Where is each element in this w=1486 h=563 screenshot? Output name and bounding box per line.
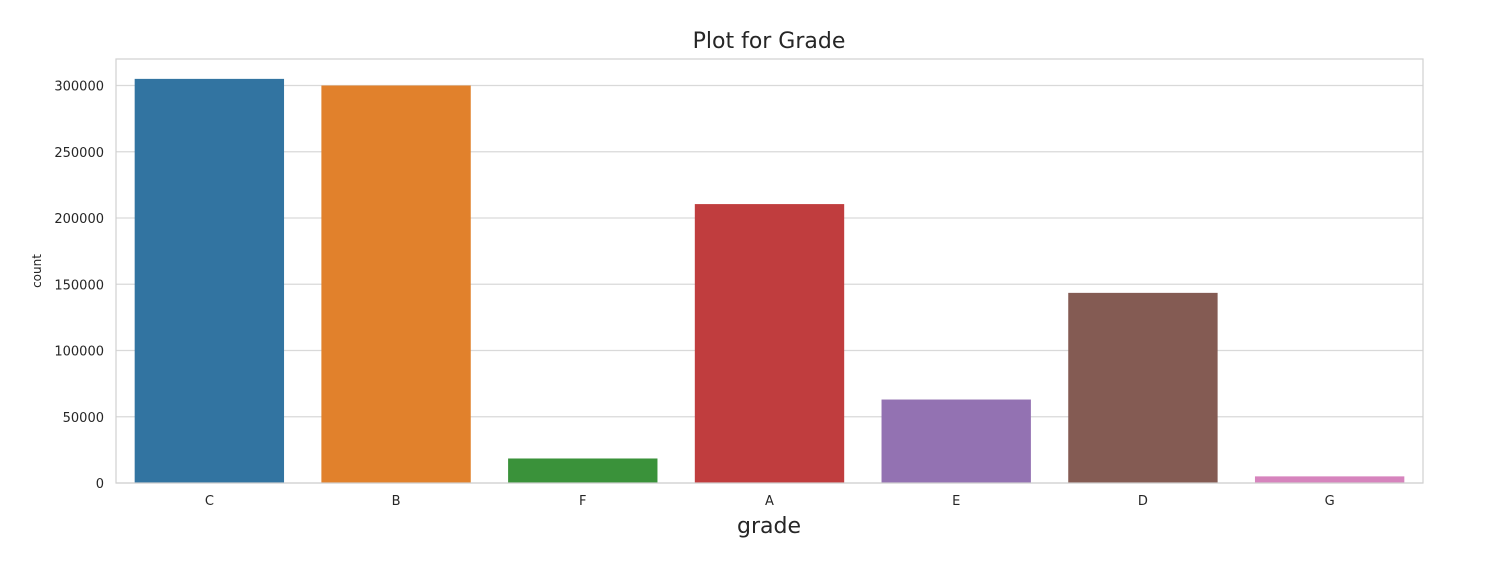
- bar-g: [1254, 476, 1405, 483]
- y-tick-label: 150000: [54, 278, 104, 293]
- bar-a: [694, 204, 845, 483]
- y-tick-labels: 0 50000 100000 150000 200000 250000 300000: [54, 80, 104, 493]
- x-tick-label: G: [1325, 494, 1335, 509]
- bar-b: [321, 85, 471, 483]
- x-axis-label: grade: [737, 514, 801, 539]
- x-tick-label: D: [1138, 494, 1148, 509]
- y-tick-label: 50000: [63, 411, 104, 426]
- x-tick-label: B: [392, 494, 401, 509]
- bar-c: [134, 78, 285, 483]
- y-tick-label: 250000: [54, 146, 104, 161]
- x-tick-label: A: [765, 494, 774, 509]
- bar-d: [1068, 292, 1218, 483]
- x-tick-label: F: [579, 494, 586, 509]
- bars: [134, 78, 1405, 483]
- x-tick-label: E: [952, 494, 960, 509]
- y-axis-label: count: [30, 254, 44, 288]
- y-tick-label: 0: [96, 477, 104, 492]
- y-tick-label: 300000: [54, 80, 104, 95]
- x-tick-label: C: [205, 494, 214, 509]
- chart-title: Plot for Grade: [693, 29, 846, 54]
- plot-frame: [115, 58, 1424, 484]
- y-tick-label: 100000: [54, 345, 104, 360]
- y-tick-label: 200000: [54, 212, 104, 227]
- bar-e: [881, 399, 1031, 483]
- bar-f: [508, 458, 658, 483]
